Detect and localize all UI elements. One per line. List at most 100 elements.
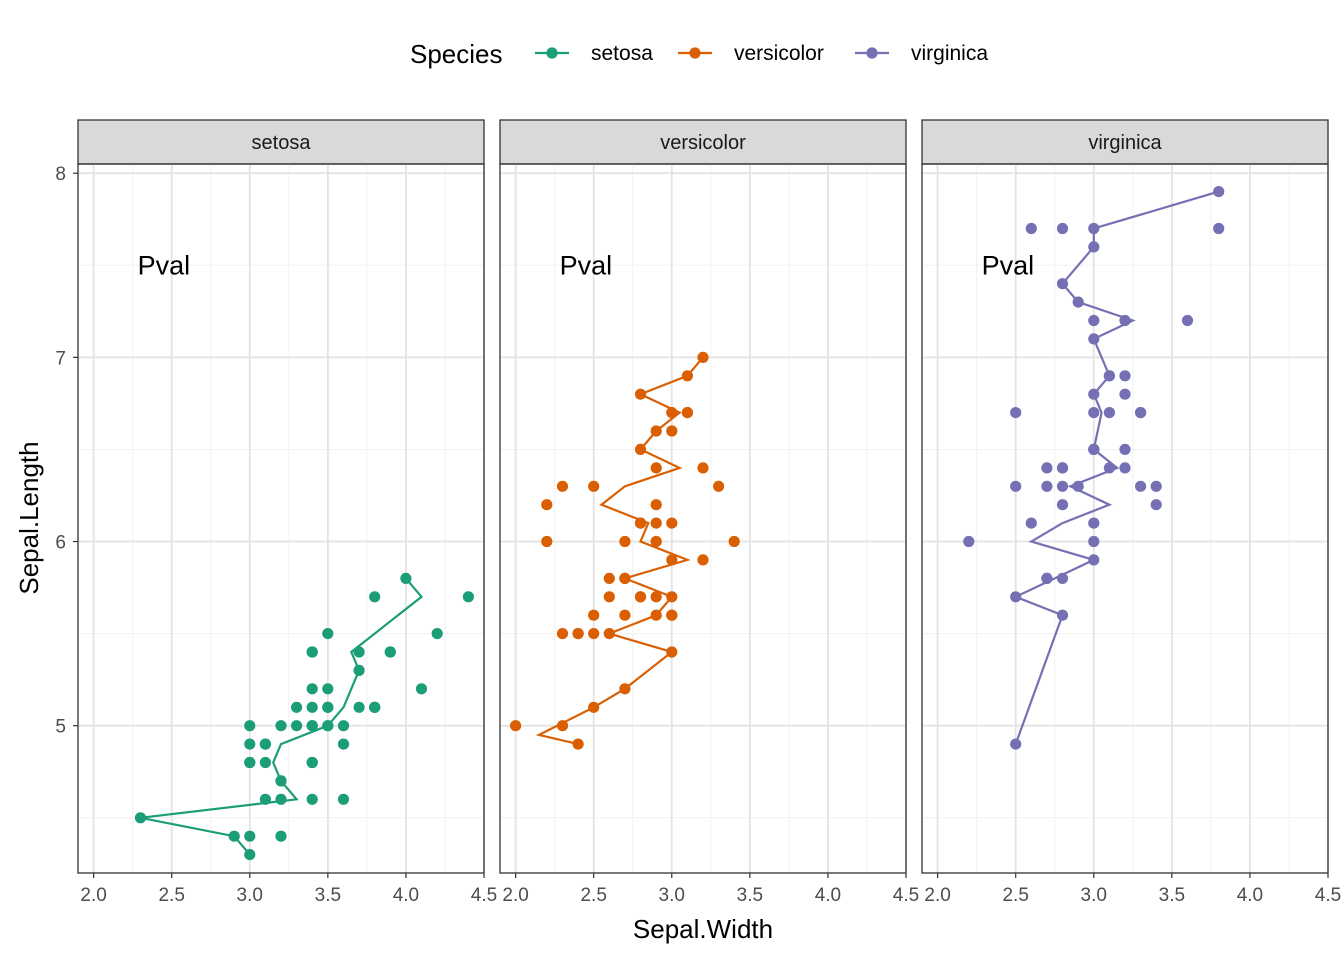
data-point-versicolor (634, 443, 647, 455)
pval-annotation: Pval (982, 250, 1035, 280)
data-point-versicolor (603, 572, 615, 585)
data-point-virginica (1181, 314, 1194, 327)
data-point-versicolor (650, 591, 662, 603)
data-point-setosa (337, 738, 350, 750)
data-point-virginica (1088, 517, 1100, 529)
data-point-virginica (1088, 222, 1100, 235)
legend-label-setosa: setosa (591, 42, 653, 65)
data-point-versicolor (556, 628, 569, 640)
x-tick-label: 2.5 (158, 885, 184, 906)
data-point-versicolor (666, 554, 678, 566)
data-point-versicolor (634, 388, 647, 400)
data-point-versicolor (541, 499, 553, 511)
data-point-setosa (462, 591, 474, 603)
x-tick-label: 4.5 (471, 885, 497, 906)
data-point-setosa (306, 701, 318, 713)
data-point-virginica (963, 535, 975, 548)
data-point-setosa (322, 683, 334, 695)
facet-versicolor: versicolor 2.0 2.5 3.0 3.5 4.0 4.5 Pval (499, 119, 919, 906)
data-point-versicolor (697, 351, 709, 363)
data-point-virginica (1056, 278, 1069, 290)
data-point-setosa (134, 812, 147, 824)
data-point-setosa (275, 775, 287, 787)
x-tick-label: 2.5 (580, 885, 606, 906)
data-point-virginica (1119, 388, 1131, 400)
data-point-virginica (1119, 314, 1131, 327)
data-point-setosa (291, 720, 303, 732)
legend-label-virginica: virginica (911, 42, 988, 65)
data-point-setosa (369, 591, 381, 603)
data-point-setosa (244, 720, 256, 732)
data-point-setosa (306, 646, 318, 658)
panel-border (499, 163, 907, 874)
data-point-versicolor (666, 591, 678, 603)
data-point-versicolor (666, 425, 678, 437)
panel-border (921, 163, 1329, 874)
data-point-virginica (1213, 222, 1225, 235)
data-point-versicolor (666, 407, 678, 419)
data-point-virginica (1056, 480, 1069, 492)
data-point-versicolor (634, 517, 647, 529)
data-point-virginica (1213, 186, 1225, 198)
data-point-virginica (1056, 609, 1069, 621)
x-tick-label: 3.5 (1159, 885, 1185, 906)
panel-border (77, 163, 485, 874)
y-tick-label: 5 (55, 717, 66, 738)
data-point-setosa (337, 793, 350, 805)
data-point-virginica (1010, 480, 1022, 492)
data-point-versicolor (681, 407, 694, 419)
pval-annotation: Pval (560, 250, 613, 280)
data-point-virginica (1088, 333, 1100, 345)
y-axis: 5 6 7 8 (55, 164, 78, 738)
data-point-setosa (306, 683, 318, 695)
legend-label-versicolor: versicolor (734, 42, 824, 65)
strip-label-setosa: setosa (252, 132, 312, 154)
legend-key-point-setosa (546, 47, 558, 59)
data-point-setosa (306, 756, 318, 769)
data-point-virginica (1119, 370, 1131, 382)
data-point-virginica (1072, 480, 1084, 492)
facet-setosa: setosa 2.0 2.5 3.0 3.5 4.0 4.5 Pval (77, 119, 497, 906)
data-point-versicolor (588, 701, 600, 713)
legend-title: Species (410, 39, 503, 69)
data-point-setosa (384, 646, 396, 658)
x-tick-label: 2.0 (924, 885, 950, 906)
strip-label-virginica: virginica (1088, 132, 1162, 154)
data-point-versicolor (603, 591, 615, 603)
data-point-virginica (1072, 296, 1084, 308)
x-tick-label: 2.0 (80, 885, 106, 906)
data-point-virginica (1041, 462, 1053, 474)
data-point-versicolor (650, 425, 662, 437)
data-point-virginica (1088, 241, 1100, 253)
data-point-versicolor (728, 535, 740, 548)
data-point-setosa (322, 701, 334, 713)
x-tick-label: 4.0 (393, 885, 419, 906)
data-point-virginica (1119, 443, 1131, 455)
data-point-versicolor (541, 535, 553, 548)
data-point-virginica (1088, 388, 1100, 400)
data-point-versicolor (588, 480, 600, 492)
facet-virginica: virginica 2.0 2.5 3.0 3.5 4.0 4.5 Pval (921, 119, 1341, 906)
data-point-setosa (244, 756, 256, 769)
data-point-virginica (1041, 572, 1053, 585)
data-point-setosa (275, 830, 287, 842)
data-point-setosa (353, 664, 365, 677)
data-point-virginica (1056, 572, 1069, 585)
pval-annotation: Pval (138, 250, 191, 280)
x-tick-label: 4.5 (1315, 885, 1341, 906)
data-point-setosa (228, 830, 240, 842)
data-point-virginica (1135, 480, 1147, 492)
x-tick-label: 4.5 (893, 885, 919, 906)
data-point-virginica (1135, 407, 1147, 419)
data-point-setosa (291, 701, 303, 713)
x-axis-title: Sepal.Width (633, 914, 773, 944)
data-point-virginica (1025, 222, 1037, 235)
data-point-setosa (275, 793, 287, 805)
strip-virginica (921, 119, 1329, 165)
y-tick-label: 8 (55, 164, 66, 185)
data-point-versicolor (572, 628, 584, 640)
data-point-versicolor (619, 572, 631, 585)
x-tick-label: 4.0 (815, 885, 841, 906)
data-point-setosa (400, 572, 412, 585)
data-point-virginica (1025, 517, 1037, 529)
